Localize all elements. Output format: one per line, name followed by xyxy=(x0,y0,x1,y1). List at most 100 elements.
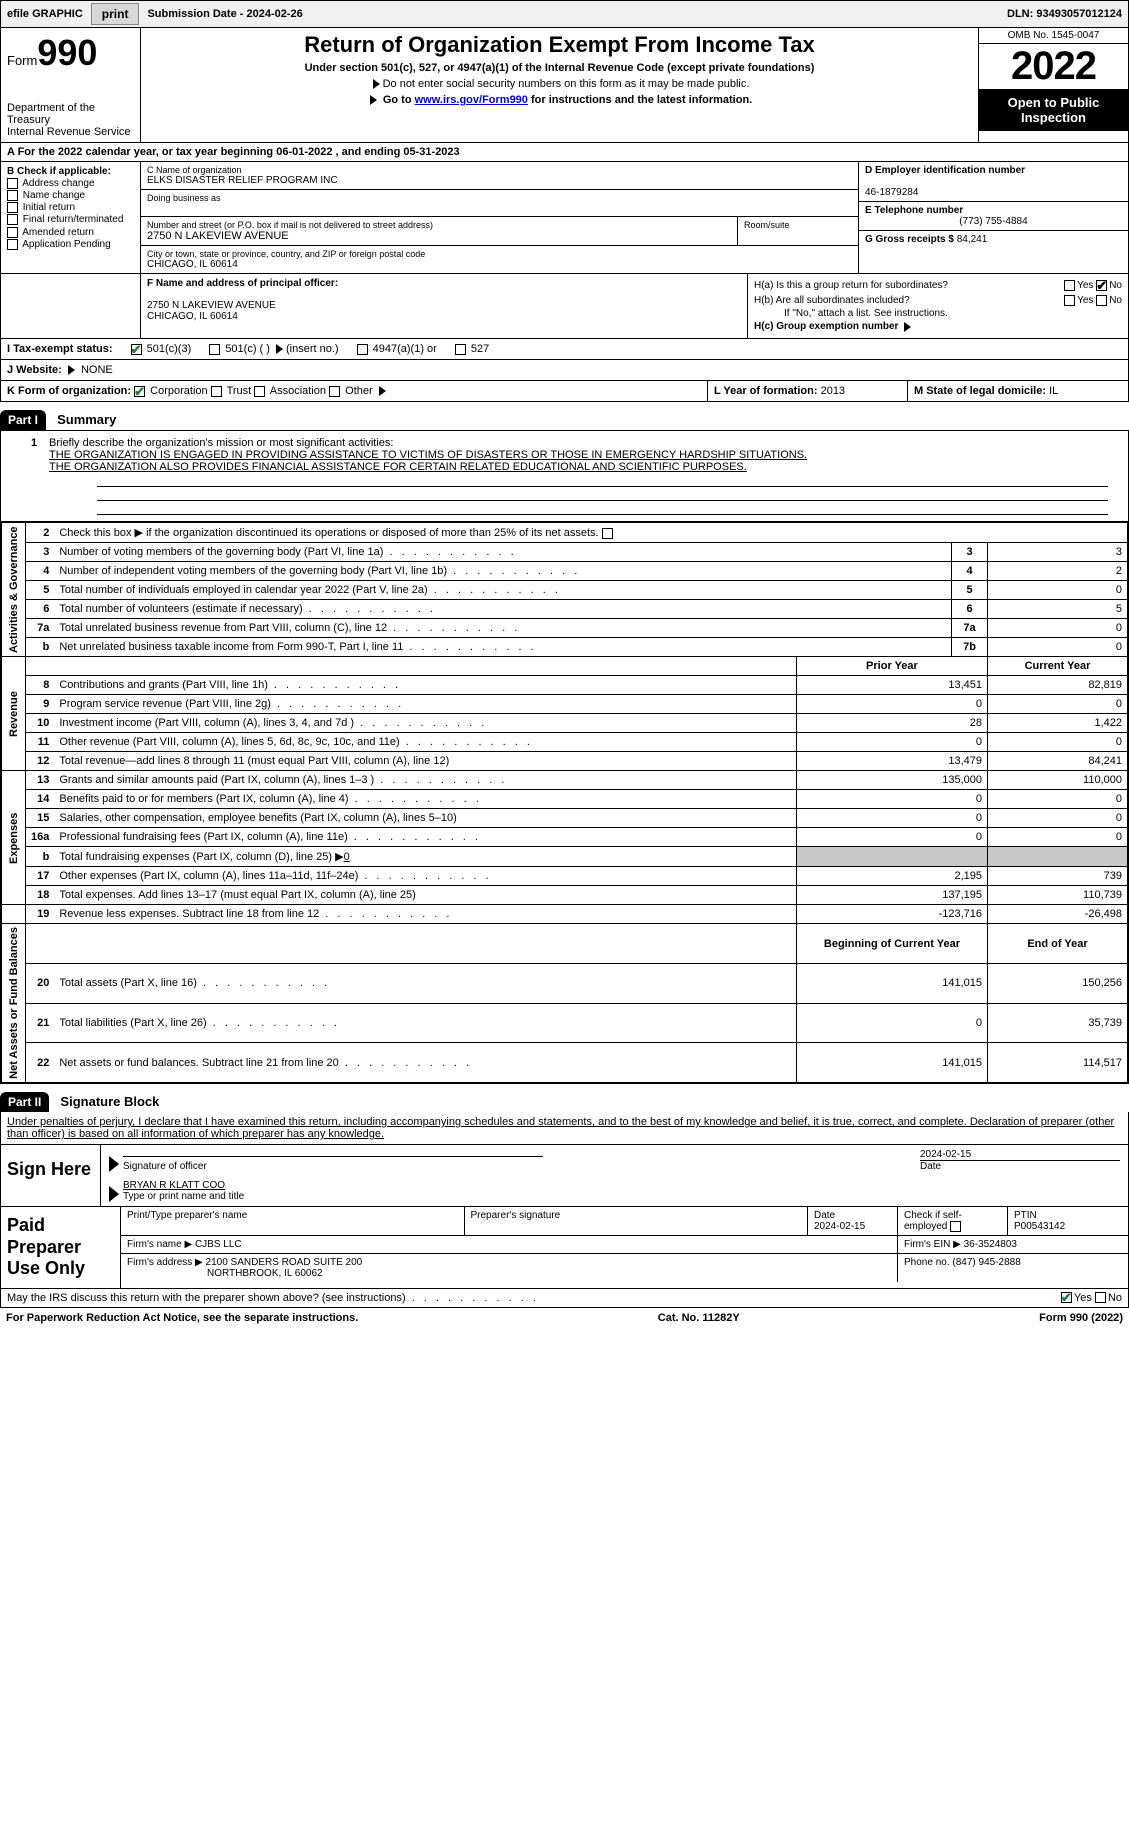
row-klm: K Form of organization: Corporation Trus… xyxy=(0,381,1129,402)
part-1-box: 1 Briefly describe the organization's mi… xyxy=(0,430,1129,1084)
form-header: Form990 Department of the Treasury Inter… xyxy=(0,28,1129,143)
line-15: Salaries, other compensation, employee b… xyxy=(54,809,796,828)
line-16a: Professional fundraising fees (Part IX, … xyxy=(54,828,796,847)
website-value: NONE xyxy=(81,364,113,376)
line-16b-val: 0 xyxy=(344,851,350,863)
line-8: Contributions and grants (Part VIII, lin… xyxy=(54,676,796,695)
chk-initial[interactable] xyxy=(7,202,18,213)
form-num-footer: 990 xyxy=(1070,1312,1088,1324)
street-label: Number and street (or P.O. box if mail i… xyxy=(147,220,731,230)
header-mid: Return of Organization Exempt From Incom… xyxy=(141,28,978,142)
line-19: Revenue less expenses. Subtract line 18 … xyxy=(54,905,796,924)
line-9: Program service revenue (Part VIII, line… xyxy=(54,695,796,714)
lbl-corp: Corporation xyxy=(150,385,207,397)
chk-other[interactable] xyxy=(329,386,340,397)
chk-ha-no[interactable] xyxy=(1096,280,1107,291)
line-num: 4 xyxy=(26,562,55,581)
sig-officer-label: Signature of officer xyxy=(123,1161,207,1172)
ptin-label: PTIN xyxy=(1014,1210,1037,1221)
prior-15: 0 xyxy=(796,809,987,828)
chk-4947[interactable] xyxy=(357,344,368,355)
part-1-title: Summary xyxy=(49,409,124,430)
line-10: Investment income (Part VIII, column (A)… xyxy=(54,714,796,733)
col-b-heading: B Check if applicable: xyxy=(7,166,111,177)
lbl-yes3: Yes xyxy=(1074,1292,1092,1304)
chk-name-change[interactable] xyxy=(7,190,18,201)
print-button[interactable]: print xyxy=(91,3,140,25)
prior-19: -123,716 xyxy=(796,905,987,924)
chk-trust[interactable] xyxy=(211,386,222,397)
ein-label: D Employer identification number xyxy=(865,165,1025,176)
line-num: 19 xyxy=(26,905,55,924)
date-label: Date xyxy=(920,1160,1120,1172)
line-4: Number of independent voting members of … xyxy=(54,562,951,581)
discuss-text: May the IRS discuss this return with the… xyxy=(7,1292,539,1304)
dln: DLN: 93493057012124 xyxy=(1001,6,1128,22)
blank-line xyxy=(97,473,1108,487)
prior-10: 28 xyxy=(796,714,987,733)
arrow-icon xyxy=(109,1186,119,1202)
chk-hb-yes[interactable] xyxy=(1064,295,1075,306)
chk-address-change[interactable] xyxy=(7,178,18,189)
box-num: 7b xyxy=(952,638,988,657)
lbl-no2: No xyxy=(1109,295,1122,306)
chk-final[interactable] xyxy=(7,214,18,225)
beg-20: 141,015 xyxy=(796,963,987,1003)
prior-14: 0 xyxy=(796,790,987,809)
line-num: b xyxy=(26,638,55,657)
line-num: 13 xyxy=(26,771,55,790)
end-22: 114,517 xyxy=(988,1043,1128,1083)
topbar: efile GRAPHIC print Submission Date - 20… xyxy=(0,0,1129,28)
col-prior: Prior Year xyxy=(796,657,987,676)
irs-label: Internal Revenue Service xyxy=(7,126,134,138)
chk-527[interactable] xyxy=(455,344,466,355)
col-begin: Beginning of Current Year xyxy=(796,924,987,964)
preparer-block: Paid Preparer Use Only Print/Type prepar… xyxy=(0,1207,1129,1289)
officer-addr2: CHICAGO, IL 60614 xyxy=(147,311,238,322)
summary-table: Activities & Governance 2 Check this box… xyxy=(1,522,1128,1083)
domicile-label: M State of legal domicile: xyxy=(914,385,1046,397)
col-c: C Name of organization ELKS DISASTER REL… xyxy=(141,162,858,273)
chk-discuss-no[interactable] xyxy=(1095,1292,1106,1303)
lbl-assoc: Association xyxy=(270,385,326,397)
ha-label: H(a) Is this a group return for subordin… xyxy=(754,280,948,291)
row-a-period: A For the 2022 calendar year, or tax yea… xyxy=(0,143,1129,162)
mission-line2: THE ORGANIZATION ALSO PROVIDES FINANCIAL… xyxy=(49,461,1118,473)
chk-hb-no[interactable] xyxy=(1096,295,1107,306)
year-formation: 2013 xyxy=(821,385,845,397)
val-3: 3 xyxy=(988,543,1128,562)
prior-11: 0 xyxy=(796,733,987,752)
arrow-icon xyxy=(68,365,75,375)
chk-501c3[interactable] xyxy=(131,344,142,355)
cat-no: Cat. No. 11282Y xyxy=(658,1312,740,1324)
chk-discuss-yes[interactable] xyxy=(1061,1292,1072,1303)
chk-corp[interactable] xyxy=(134,386,145,397)
lbl-no: No xyxy=(1109,280,1122,291)
chk-app-pending[interactable] xyxy=(7,239,18,250)
curr-13: 110,000 xyxy=(988,771,1128,790)
irs-link[interactable]: www.irs.gov/Form990 xyxy=(415,94,528,106)
part-2-header: Part II xyxy=(0,1092,49,1112)
curr-19: -26,498 xyxy=(988,905,1128,924)
chk-line2[interactable] xyxy=(602,528,613,539)
box-num: 3 xyxy=(952,543,988,562)
chk-amended[interactable] xyxy=(7,227,18,238)
chk-assoc[interactable] xyxy=(254,386,265,397)
line-num: 2 xyxy=(26,523,55,543)
arrow-icon xyxy=(370,95,377,105)
prior-16a: 0 xyxy=(796,828,987,847)
chk-501c[interactable] xyxy=(209,344,220,355)
period-end: 05-31-2023 xyxy=(403,146,459,158)
chk-ha-yes[interactable] xyxy=(1064,280,1075,291)
sign-content: Signature of officer 2024-02-15 Date BRY… xyxy=(101,1145,1128,1206)
col-l: L Year of formation: 2013 xyxy=(708,381,908,401)
curr-8: 82,819 xyxy=(988,676,1128,695)
lbl-amended: Amended return xyxy=(22,227,94,238)
chk-self-emp[interactable] xyxy=(950,1221,961,1232)
sign-here-label: Sign Here xyxy=(1,1145,101,1206)
page-footer: For Paperwork Reduction Act Notice, see … xyxy=(0,1308,1129,1328)
arrow-icon xyxy=(373,79,380,89)
curr-15: 0 xyxy=(988,809,1128,828)
lbl-address-change: Address change xyxy=(22,178,94,189)
line-num: 20 xyxy=(26,963,55,1003)
